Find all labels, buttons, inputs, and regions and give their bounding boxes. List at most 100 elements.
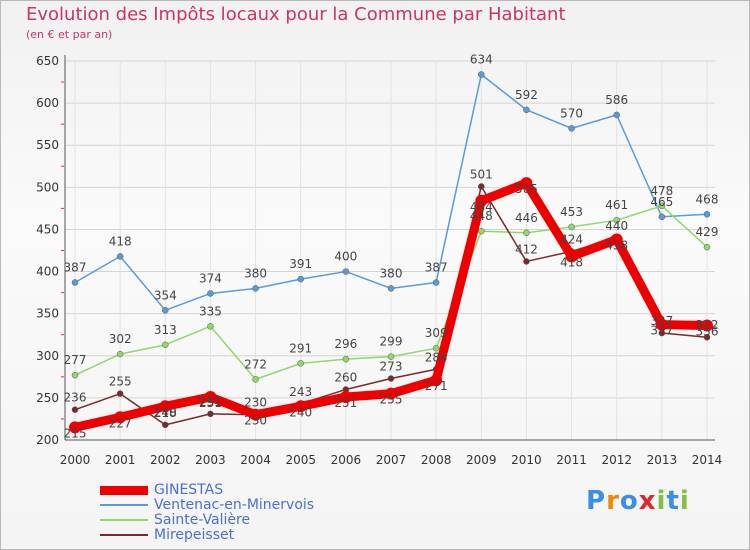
data-label: 391 (289, 257, 312, 271)
data-label: 418 (109, 234, 132, 248)
legend-swatch (100, 504, 148, 506)
data-label: 468 (696, 192, 719, 206)
data-label: 484 (470, 200, 493, 214)
y-tick-label: 450 (36, 222, 59, 236)
data-point (207, 323, 214, 330)
data-label: 322 (696, 318, 719, 332)
data-label: 438 (605, 239, 628, 253)
data-label: 296 (334, 337, 357, 351)
data-point (249, 408, 262, 421)
data-label: 337 (650, 324, 673, 338)
x-tick-label: 2005 (285, 453, 316, 467)
data-point (116, 350, 124, 358)
legend-item: Mirepeisset (100, 528, 400, 543)
data-point (475, 194, 488, 207)
data-label: 453 (560, 205, 583, 219)
data-point (568, 125, 575, 132)
data-point (162, 421, 169, 429)
data-label: 240 (154, 405, 177, 419)
data-point (610, 233, 623, 246)
data-label: 284 (425, 350, 448, 364)
data-point (162, 341, 169, 349)
data-point (207, 410, 214, 418)
data-label: 272 (244, 357, 267, 371)
data-label: 412 (515, 242, 538, 256)
data-point (71, 371, 79, 379)
x-tick-label: 2004 (240, 453, 271, 467)
data-point (658, 202, 666, 210)
data-label: 570 (560, 106, 583, 120)
data-point (701, 319, 713, 332)
y-tick-label: 350 (36, 307, 59, 321)
legend-swatch (100, 519, 148, 521)
x-tick-label: 2013 (647, 453, 678, 467)
data-point (523, 106, 530, 114)
data-point (478, 227, 485, 235)
x-tick-label: 2000 (60, 453, 91, 467)
data-point (478, 183, 485, 190)
x-tick-label: 2010 (511, 453, 542, 467)
data-point (523, 229, 530, 237)
data-label: 299 (380, 335, 403, 349)
data-label: 255 (109, 375, 132, 389)
x-tick-label: 2011 (556, 453, 587, 467)
y-tick-label: 200 (36, 433, 59, 447)
data-label: 255 (380, 393, 403, 407)
x-tick-label: 2002 (150, 453, 181, 467)
data-point (387, 285, 395, 292)
data-label: 227 (109, 416, 132, 430)
data-point (613, 216, 620, 224)
data-label: 336 (696, 324, 719, 338)
data-point (432, 344, 440, 352)
data-label: 230 (244, 414, 267, 428)
legend-item: GINESTAS (100, 483, 400, 498)
x-tick-label: 2009 (466, 453, 497, 467)
data-label: 271 (425, 379, 448, 393)
y-tick-label: 250 (36, 391, 59, 405)
data-label: 277 (64, 353, 87, 367)
data-label: 592 (515, 88, 538, 102)
data-point (342, 268, 350, 275)
logo-letter: i (679, 486, 690, 516)
data-label: 354 (154, 288, 177, 302)
x-tick-label: 2003 (195, 453, 226, 467)
legend-item: Sainte-Valière (100, 513, 400, 528)
data-label: 387 (425, 261, 448, 275)
data-label: 273 (380, 360, 403, 374)
data-point (568, 223, 575, 231)
data-point (655, 318, 668, 331)
data-label: 313 (154, 323, 177, 337)
chart-title: Evolution des Impôts locaux pour la Comm… (26, 4, 566, 25)
x-tick-label: 2008 (421, 453, 452, 467)
data-point (162, 307, 169, 314)
data-point (204, 391, 217, 404)
data-label: 327 (650, 314, 673, 328)
data-label: 400 (334, 250, 357, 264)
legend-item: Ventenac-en-Minervois (100, 498, 400, 513)
legend-label: Sainte-Valière (154, 512, 251, 528)
data-label: 465 (650, 195, 673, 209)
line-chart: 200 250 300 350 400 450 500 550 600 650 2000 2001 20… (36, 52, 722, 467)
data-label: 374 (199, 271, 222, 285)
data-point (339, 391, 352, 404)
data-label: 380 (244, 266, 267, 280)
proxiti-logo: Proxiti (586, 486, 690, 516)
data-point (297, 275, 304, 283)
data-label: 501 (470, 167, 493, 181)
data-point (430, 374, 443, 387)
logo-letter: i (656, 486, 667, 516)
data-point (297, 360, 304, 367)
data-label: 448 (470, 209, 493, 223)
data-point (159, 400, 172, 413)
data-label: 478 (650, 184, 673, 198)
x-tick-label: 2001 (105, 453, 136, 467)
logo-letter: r (606, 486, 620, 516)
data-point (69, 421, 81, 434)
data-point (71, 279, 79, 286)
y-tick-label: 600 (36, 96, 59, 110)
data-point (252, 376, 259, 383)
x-tick-label: 2006 (331, 453, 362, 467)
data-label: 461 (605, 198, 628, 212)
data-point (478, 71, 485, 78)
